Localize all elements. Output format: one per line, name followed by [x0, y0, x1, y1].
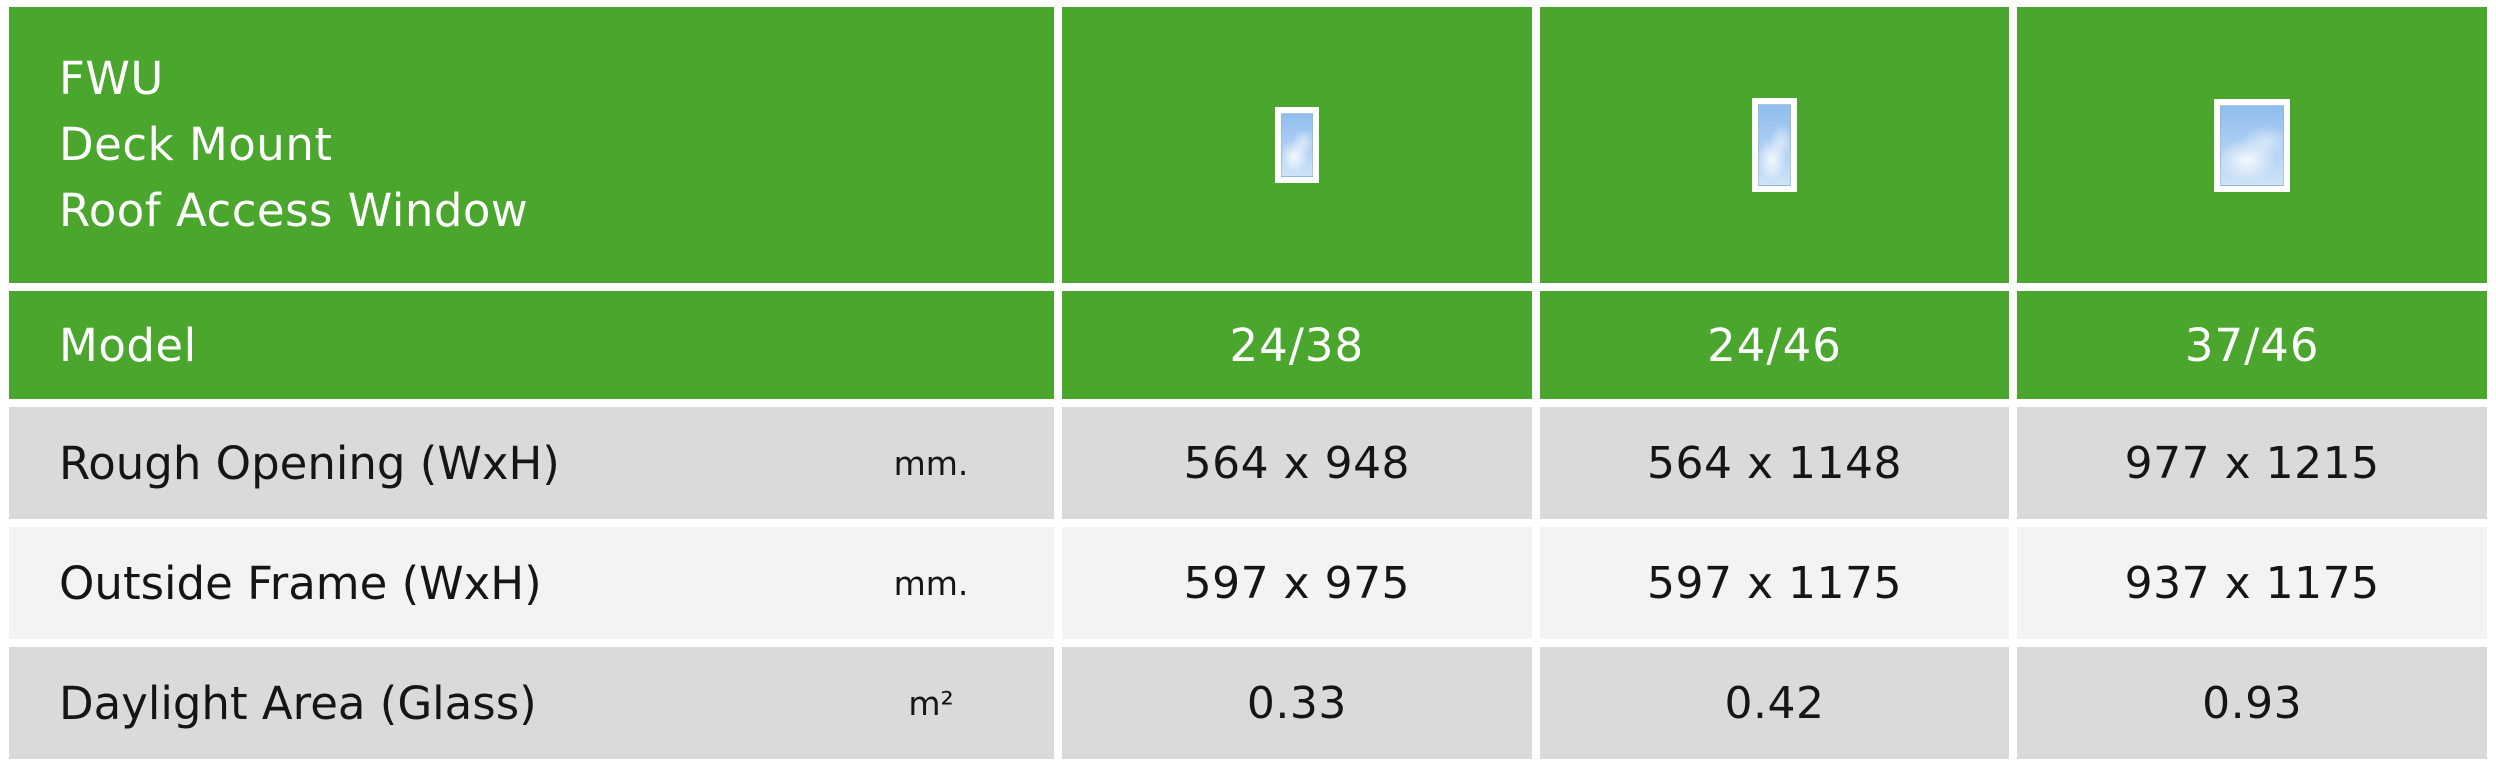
product-title: FWU Deck Mount Roof Access Window: [59, 46, 528, 244]
sky-glass-icon: [1280, 113, 1313, 177]
rough-opening-unit: mm.: [893, 443, 969, 483]
rough-opening-label: Rough Opening (WxH): [59, 436, 560, 490]
rough-opening-value-24-46: 564 x 1148: [1539, 407, 2010, 519]
model-row-label: Model: [9, 291, 1054, 399]
outside-frame-value-24-38: 597 x 975: [1062, 527, 1532, 639]
model-name-24-46: 24/46: [1539, 291, 2010, 399]
rough-opening-value-24-38: 564 x 948: [1062, 407, 1532, 519]
window-thumbnail-24-38-icon: [1274, 107, 1319, 183]
outside-frame-label: Outside Frame (WxH): [59, 556, 542, 610]
rough-opening-value-37-46: 977 x 1215: [2017, 407, 2487, 519]
daylight-area-label-cell: Daylight Area (Glass) m²: [9, 647, 1054, 759]
sky-glass-icon: [1757, 104, 1791, 186]
model-image-cell-24-38: [1062, 7, 1532, 283]
sky-glass-icon: [2220, 104, 2285, 186]
product-title-line-3: Roof Access Window: [59, 184, 529, 237]
product-title-line-2: Deck Mount: [59, 118, 333, 171]
daylight-area-value-37-46: 0.93: [2017, 647, 2487, 759]
window-thumbnail-37-46-icon: [2214, 98, 2291, 192]
outside-frame-label-cell: Outside Frame (WxH) mm.: [9, 527, 1054, 639]
outside-frame-value-37-46: 937 x 1175: [2017, 527, 2487, 639]
product-title-line-1: FWU: [59, 52, 164, 105]
window-thumbnail-24-46-icon: [1751, 98, 1797, 192]
outside-frame-unit: mm.: [893, 563, 969, 603]
model-name-24-38: 24/38: [1062, 291, 1532, 399]
rough-opening-label-cell: Rough Opening (WxH) mm.: [9, 407, 1054, 519]
product-title-cell: FWU Deck Mount Roof Access Window: [9, 7, 1054, 283]
model-image-cell-24-46: [1539, 7, 2010, 283]
outside-frame-value-24-46: 597 x 1175: [1539, 527, 2010, 639]
daylight-area-value-24-38: 0.33: [1062, 647, 1532, 759]
model-image-cell-37-46: [2017, 7, 2487, 283]
daylight-area-unit: m²: [908, 683, 954, 723]
daylight-area-label: Daylight Area (Glass): [59, 676, 537, 730]
model-name-37-46: 37/46: [2017, 291, 2487, 399]
daylight-area-value-24-46: 0.42: [1539, 647, 2010, 759]
